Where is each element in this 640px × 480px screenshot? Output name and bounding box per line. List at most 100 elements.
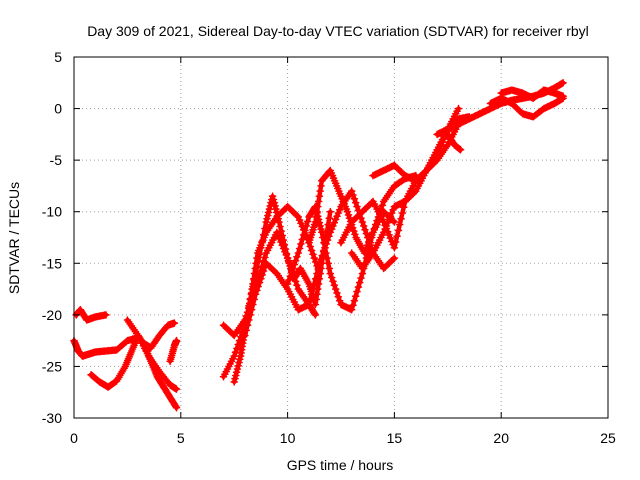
data-point-marker: [325, 214, 334, 222]
data-point-marker: [315, 259, 324, 268]
data-point-marker: [253, 286, 261, 295]
data-point-marker: [343, 207, 352, 216]
data-point-marker: [295, 244, 304, 253]
data-point-marker: [333, 289, 341, 297]
data-point-marker: [261, 253, 269, 262]
data-point-marker: [277, 227, 285, 235]
data-point-marker: [265, 205, 274, 213]
x-tick-label: 15: [387, 430, 403, 446]
data-point-marker: [289, 264, 297, 273]
data-point-marker: [394, 226, 403, 235]
data-point-marker: [323, 254, 331, 262]
data-point-marker: [286, 272, 295, 280]
data-point-marker: [390, 218, 399, 226]
data-point-marker: [393, 232, 401, 240]
data-point-marker: [247, 305, 256, 314]
data-point-marker: [314, 197, 323, 206]
data-point-marker: [312, 213, 320, 221]
data-point-marker: [347, 305, 356, 314]
data-point-marker: [311, 311, 320, 319]
data-point-marker: [259, 267, 268, 275]
data-point-marker: [310, 280, 319, 288]
data-point-marker: [395, 220, 404, 229]
data-point-marker: [325, 232, 333, 240]
data-point-marker: [350, 227, 358, 235]
data-point-marker: [359, 222, 368, 230]
data-point-marker: [251, 290, 260, 298]
data-point-marker: [321, 244, 329, 252]
data-point-marker: [285, 276, 293, 284]
data-point-marker: [331, 285, 340, 293]
x-tick-label: 25: [600, 430, 616, 446]
data-point-marker: [233, 344, 241, 353]
data-point-marker: [250, 295, 258, 304]
data-point-marker: [349, 191, 357, 199]
data-point-marker: [456, 146, 465, 154]
data-point-marker: [329, 277, 337, 286]
data-point-marker: [293, 253, 301, 261]
data-point-marker: [306, 295, 315, 304]
data-point-marker: [275, 218, 283, 226]
data-point-marker: [326, 269, 335, 278]
data-point-marker: [234, 340, 242, 349]
data-point-marker: [559, 79, 567, 87]
data-point-marker: [330, 281, 339, 289]
data-point-marker: [354, 283, 363, 291]
data-point-marker: [311, 258, 320, 266]
data-point-marker: [252, 259, 260, 268]
x-tick-label: 10: [280, 430, 296, 446]
data-point-marker: [293, 281, 301, 289]
data-point-marker: [172, 403, 181, 412]
x-tick-label: 5: [177, 430, 185, 446]
data-point-marker: [170, 319, 179, 327]
data-point-marker: [309, 250, 317, 259]
data-point-marker: [355, 278, 364, 287]
data-point-marker: [242, 326, 250, 335]
data-point-marker: [325, 264, 334, 273]
data-point-marker: [249, 300, 257, 309]
data-point-marker: [350, 296, 359, 305]
data-point-marker: [350, 195, 359, 203]
y-tick-label: 0: [54, 101, 62, 117]
data-point-marker: [254, 282, 262, 291]
y-tick-label: -5: [50, 152, 63, 168]
data-point-marker: [378, 201, 387, 210]
data-point-marker: [314, 264, 323, 273]
data-point-marker: [231, 348, 240, 356]
data-point-marker: [172, 336, 181, 345]
data-point-marker: [246, 311, 254, 319]
data-point-marker: [334, 293, 343, 301]
data-point-marker: [250, 269, 259, 278]
data-point-marker: [290, 260, 299, 269]
data-point-marker: [272, 205, 280, 213]
y-tick-label: -20: [42, 307, 62, 323]
data-point-marker: [390, 254, 399, 262]
grid-lines: [74, 57, 608, 418]
data-point-marker: [276, 222, 284, 231]
data-point-marker: [270, 198, 279, 207]
data-point-marker: [258, 271, 266, 279]
data-point-marker: [349, 301, 357, 309]
series-arc-17: [497, 86, 567, 103]
data-point-marker: [344, 211, 353, 219]
series-arc-11: [305, 166, 399, 257]
data-point-marker: [317, 255, 325, 264]
y-tick-label: -15: [42, 255, 62, 271]
data-point-marker: [251, 264, 260, 273]
x-axis-title: GPS time / hours: [287, 457, 394, 473]
data-point-marker: [294, 249, 303, 257]
data-point-marker: [249, 275, 258, 283]
series-arc-4: [123, 316, 181, 393]
series-arc-16: [486, 94, 567, 121]
chart-title: Day 309 of 2021, Sidereal Day-to-day VTE…: [87, 23, 589, 39]
data-point-marker: [307, 290, 316, 298]
plot-frame: [73, 56, 609, 419]
axis-ticks: 0 5 10 15 20 25 -30 -25 -20 -15 -10 -5 0 5: [42, 49, 616, 446]
data-point-marker: [318, 228, 326, 237]
data-point-marker: [398, 209, 407, 217]
series-arc-18: [444, 130, 465, 154]
data-point-marker: [326, 207, 335, 216]
data-point-marker: [324, 220, 332, 229]
data-point-marker: [361, 226, 369, 234]
